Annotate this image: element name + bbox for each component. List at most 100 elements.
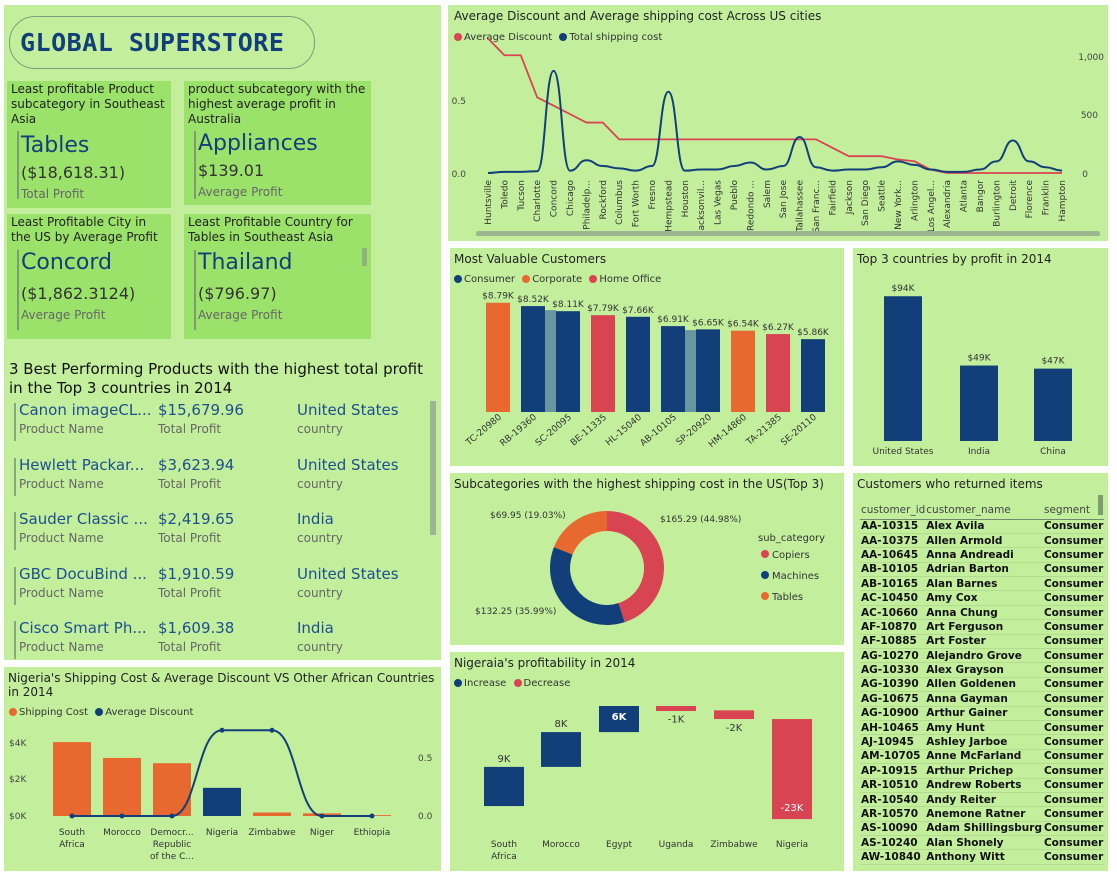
customer-name-cell: Alan Barnes	[925, 576, 1043, 592]
column-header[interactable]: customer_name	[925, 503, 1043, 520]
page-title: GLOBAL SUPERSTORE	[9, 16, 315, 69]
line-point	[369, 813, 375, 819]
table-row[interactable]: AF-10885 Art Foster Consumer	[860, 634, 1105, 650]
list-item[interactable]: Sauder Classic ... Product Name $2,419.65 T…	[14, 510, 434, 558]
legend-item-decrease[interactable]: Decrease	[513, 678, 570, 689]
customer-name-cell: Alex Grayson	[925, 662, 1043, 678]
y-tick-label: $2K	[9, 775, 27, 785]
table-row[interactable]: AG-10270 Alejandro Grove Consumer	[860, 648, 1105, 664]
pie-slice	[550, 547, 625, 625]
legend-item-increase[interactable]: Increase	[454, 678, 506, 689]
data-label: -2K	[726, 723, 743, 734]
table-row[interactable]: AA-10315 Alex Avila Consumer	[860, 519, 1105, 534]
row-divider	[14, 457, 16, 496]
table-row[interactable]: AP-10915 Arthur Prichep Consumer	[860, 763, 1105, 779]
table-row[interactable]: AG-10390 Allen Goldenen Consumer	[860, 677, 1105, 693]
kpi-card-tables[interactable]: Least profitable Product subcategory in …	[7, 81, 171, 208]
pie-slice	[607, 511, 664, 623]
x-tick-label: Ethiopia	[354, 828, 391, 838]
bar	[486, 302, 510, 412]
list-item[interactable]: GBC DocuBind ... Product Name $1,910.59 Tot…	[14, 565, 434, 613]
customer-name-cell: Anemone Ratner	[925, 806, 1043, 822]
legend-item-shipping[interactable]: Shipping Cost	[9, 707, 88, 718]
kpi-card-appliances[interactable]: product subcategory with the highest ave…	[184, 81, 371, 205]
table-row[interactable]: AM-10705 Anne McFarland Consumer	[860, 749, 1105, 765]
data-label: $49K	[967, 354, 991, 364]
list-item[interactable]: Cisco Smart Ph... Product Name $1,609.38 To…	[14, 619, 434, 660]
segment-cell: Consumer	[1042, 576, 1105, 592]
customer-name-cell: Anne McFarland	[925, 749, 1043, 765]
subcat-donut-chart[interactable]: $165.29 (44.98%) $132.25 (35.99%) $69.95 (…	[450, 473, 844, 645]
table-row[interactable]: AB-10165 Alan Barnes Consumer	[860, 576, 1105, 592]
table-row[interactable]: AA-10375 Allen Armold Consumer	[860, 533, 1105, 549]
table-row[interactable]: AH-10465 Amy Hunt Consumer	[860, 720, 1105, 736]
product-country-label: country	[297, 640, 343, 654]
legend-item-consumer[interactable]: Consumer	[454, 274, 515, 285]
table-row[interactable]: AB-10105 Adrian Barton Consumer	[860, 562, 1105, 578]
product-country: United States	[297, 455, 399, 474]
table-row[interactable]: AC-10660 Anna Chung Consumer	[860, 605, 1105, 621]
top3-chart[interactable]: $94K United States $49K India $47K China	[853, 248, 1108, 466]
table-row[interactable]: AR-10510 Andrew Roberts Consumer	[860, 778, 1105, 793]
series-line-average-discount	[487, 37, 1062, 174]
legend-item-discount[interactable]: Average Discount	[95, 707, 193, 718]
list-item[interactable]: Hewlett Packar... Product Name $3,623.94 To…	[14, 456, 434, 504]
table-row[interactable]: AR-10540 Andy Reiter Consumer	[860, 792, 1105, 808]
table-row[interactable]: AF-10870 Art Ferguson Consumer	[860, 619, 1105, 635]
bar	[253, 812, 291, 816]
customer-name-cell: Adam Shillingsburg	[925, 821, 1043, 837]
table-row[interactable]: AS-10090 Adam Shillingsburg Consumer	[860, 821, 1105, 837]
table-row[interactable]: AW-10840 Anthony Witt Consumer	[860, 849, 1105, 865]
table-row[interactable]: AR-10570 Anemone Ratner Consumer	[860, 806, 1105, 822]
x-tick-label: Fort Worth	[632, 180, 642, 227]
bar	[103, 757, 141, 816]
customers-chart[interactable]: $8.79K TC-20980 $8.52K RB-19360 $8.11K SC-200…	[450, 248, 844, 466]
table-row[interactable]: AG-10675 Anna Gayman Consumer	[860, 691, 1105, 707]
scrollbar[interactable]	[362, 248, 367, 266]
data-label: $6.27K	[762, 323, 795, 333]
table-row[interactable]: AS-10240 Alan Shonely Consumer	[860, 835, 1105, 851]
customer-name-cell: Art Foster	[925, 634, 1043, 650]
table-row[interactable]: AG-10900 Arthur Gainer Consumer	[860, 706, 1105, 721]
column-header[interactable]: customer_id	[860, 503, 926, 520]
kpi-caption: Least Profitable Country for Tables in S…	[188, 215, 353, 244]
kpi-card-concord[interactable]: Least Profitable City in the US by Avera…	[7, 214, 171, 339]
x-tick-label: Charlotte	[533, 180, 543, 222]
kpi-divider	[194, 131, 196, 199]
customer-id-cell: AW-10840	[860, 849, 926, 865]
horizontal-scrollbar[interactable]	[476, 231, 1100, 236]
table-row[interactable]: AA-10645 Anna Andreadi Consumer	[860, 547, 1105, 563]
kpi-label: Average Profit	[198, 308, 283, 322]
table-row[interactable]: AJ-10945 Ashley Jarboe Consumer	[860, 734, 1105, 750]
us-cities-chart[interactable]: 0.5 0.0 1,000 500 0 Huntsville Toledo Tucson Cha…	[448, 5, 1108, 241]
bar	[1034, 368, 1072, 441]
kpi-name: Appliances	[198, 131, 318, 156]
customer-name-cell: Ashley Jarboe	[925, 734, 1043, 750]
nigeria-africa-chart[interactable]: $4K $2K $0K 0.5 0.0 South Africa Morocco Democr.…	[4, 721, 441, 871]
x-tick-label: AB-10105	[639, 413, 679, 449]
legend-item-home-office[interactable]: Home Office	[589, 274, 661, 285]
bar	[591, 315, 615, 412]
legend-item-shipping[interactable]: Total shipping cost	[559, 32, 662, 43]
kpi-card-thailand[interactable]: Least Profitable Country for Tables in S…	[184, 214, 371, 339]
legend-item-discount[interactable]: Average Discount	[454, 32, 552, 43]
products-scrollbar[interactable]	[430, 401, 436, 535]
table-row[interactable]: AC-10450 Amy Cox Consumer	[860, 590, 1105, 606]
table-scrollbar[interactable]	[1098, 495, 1103, 515]
product-country-label: country	[297, 422, 343, 436]
bar	[960, 365, 998, 441]
legend-item-corporate[interactable]: Corporate	[522, 274, 582, 285]
data-label: $8.52K	[517, 295, 550, 305]
column-header[interactable]: segment	[1042, 503, 1105, 520]
table-row[interactable]: AG-10330 Alex Grayson Consumer	[860, 662, 1105, 678]
nigeria-waterfall-chart[interactable]: 9K South Africa 8K Morocco 6K Egypt -1K Uganda -2…	[450, 652, 844, 871]
chart-title: Nigeraia's profitability in 2014	[454, 656, 636, 670]
data-label: $7.66K	[622, 306, 655, 316]
chart-legend: Shipping Cost Average Discount	[9, 707, 197, 718]
data-label: $6.91K	[657, 315, 690, 325]
customer-name-cell: Alejandro Grove	[925, 648, 1043, 664]
x-tick-label: Concord	[550, 180, 560, 217]
list-item[interactable]: Canon imageCL... Product Name $15,679.96 To…	[14, 401, 434, 449]
customer-id-cell: AG-10675	[860, 691, 926, 707]
segment-cell: Consumer	[1042, 734, 1105, 750]
